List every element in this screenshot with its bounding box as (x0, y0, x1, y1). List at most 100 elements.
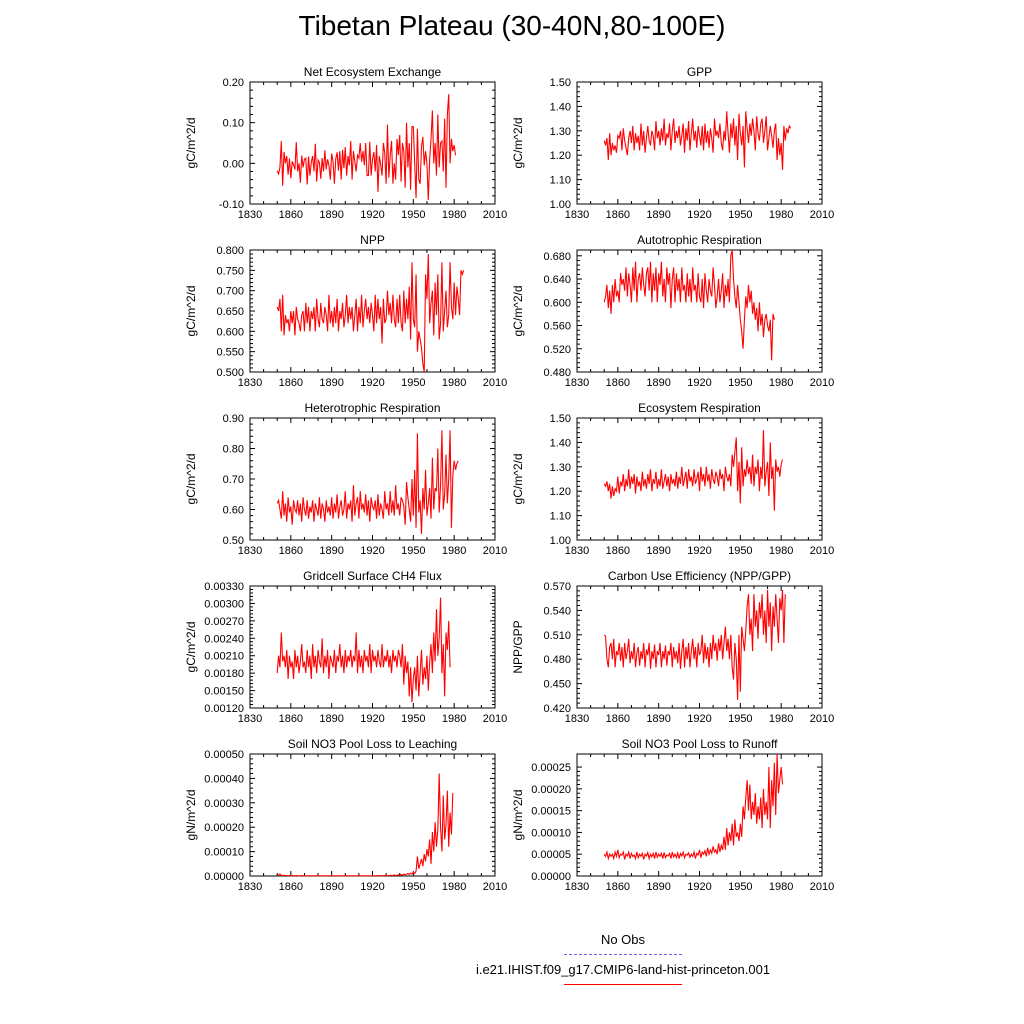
x-tick-label: 1980 (442, 209, 466, 221)
x-tick-label: 1890 (319, 881, 343, 893)
x-tick-label: 1890 (646, 377, 670, 389)
series-line (603, 111, 792, 170)
y-tick-label: 1.10 (550, 511, 571, 523)
y-tick-label: 0.510 (543, 630, 571, 642)
y-tick-label: 0.00210 (204, 651, 244, 663)
y-tick-label: 0.480 (543, 367, 571, 379)
y-tick-label: 0.00005 (531, 849, 571, 861)
x-tick-label: 1980 (769, 377, 793, 389)
x-tick-label: 1890 (319, 545, 343, 557)
y-tick-label: 0.600 (216, 326, 244, 338)
y-tick-label: 0.650 (216, 306, 244, 318)
y-tick-label: 0.00120 (204, 703, 244, 715)
panel-title: Net Ecosystem Exchange (304, 65, 442, 79)
x-tick-label: 1830 (238, 881, 262, 893)
series-line (277, 773, 454, 877)
y-tick-label: 0.520 (543, 344, 571, 356)
legend-label-model-run: i.e21.IHIST.f09_g17.CMIP6-land-hist-prin… (475, 962, 771, 977)
y-tick-label: 0.00270 (204, 616, 244, 628)
x-tick-label: 1950 (401, 713, 425, 725)
x-tick-label: 1950 (728, 545, 752, 557)
y-axis-label: gC/m^2/d (184, 286, 198, 337)
x-tick-label: 1830 (238, 209, 262, 221)
series-line (603, 249, 775, 361)
y-tick-label: 0.20 (223, 77, 244, 89)
panel-title: Gridcell Surface CH4 Flux (303, 569, 442, 583)
x-tick-label: 1860 (606, 377, 630, 389)
x-tick-label: 2010 (810, 377, 834, 389)
y-tick-label: 0.00040 (204, 773, 244, 785)
y-tick-label: 1.30 (550, 462, 571, 474)
x-tick-label: 2010 (810, 713, 834, 725)
x-tick-label: 1830 (565, 377, 589, 389)
y-tick-label: 0.00300 (204, 598, 244, 610)
x-tick-label: 1980 (769, 545, 793, 557)
y-tick-label: 0.480 (543, 654, 571, 666)
y-tick-label: 0.540 (543, 605, 571, 617)
plot-frame (249, 585, 496, 709)
panel-carbon-use-efficiency-npp-gpp: Carbon Use Efficiency (NPP/GPP) NPP/GPP 18… (511, 569, 834, 725)
series-line (276, 94, 457, 200)
legend-label-no-obs: No Obs (600, 932, 646, 947)
x-tick-label: 2010 (810, 545, 834, 557)
y-axis-label: gC/m^2/d (184, 454, 198, 505)
series-line (603, 430, 784, 511)
y-tick-label: 1.00 (550, 535, 571, 547)
legend-line-model-run (564, 984, 682, 985)
y-tick-label: 0.750 (216, 265, 244, 277)
x-tick-label: 1890 (646, 209, 670, 221)
x-tick-label: 1950 (728, 713, 752, 725)
y-tick-label: 0.420 (543, 703, 571, 715)
x-tick-label: 1950 (728, 209, 752, 221)
x-tick-label: 1980 (442, 377, 466, 389)
y-tick-label: 0.700 (216, 286, 244, 298)
y-tick-label: 1.20 (550, 150, 571, 162)
x-tick-label: 1920 (687, 377, 711, 389)
x-tick-label: 1860 (279, 377, 303, 389)
panel-title: Soil NO3 Pool Loss to Runoff (622, 737, 779, 751)
panel-title: Autotrophic Respiration (637, 233, 762, 247)
plot-frame (249, 81, 496, 205)
y-tick-label: 1.30 (550, 126, 571, 138)
y-tick-label: 0.680 (543, 251, 571, 263)
x-tick-label: 1860 (606, 713, 630, 725)
x-tick-label: 1830 (565, 881, 589, 893)
y-tick-label: 0.00020 (531, 784, 571, 796)
x-tick-label: 1920 (360, 545, 384, 557)
y-tick-label: 0.00 (223, 158, 244, 170)
y-tick-label: 1.10 (550, 175, 571, 187)
x-tick-label: 1950 (728, 377, 752, 389)
panel-gridcell-surface-ch4-flux: Gridcell Surface CH4 Flux gC/m^2/d 1830 186… (184, 569, 507, 725)
y-axis-label: gN/m^2/d (511, 790, 525, 841)
x-tick-label: 1830 (238, 713, 262, 725)
y-tick-label: 0.00000 (531, 871, 571, 883)
x-tick-label: 1980 (442, 881, 466, 893)
x-tick-label: 1920 (360, 377, 384, 389)
x-tick-label: 1860 (279, 209, 303, 221)
x-tick-label: 1830 (565, 209, 589, 221)
x-tick-label: 1830 (238, 545, 262, 557)
series-line (603, 590, 786, 700)
series-line (276, 254, 465, 373)
y-tick-label: 0.00025 (531, 762, 571, 774)
x-tick-label: 1860 (606, 881, 630, 893)
x-tick-label: 1980 (769, 713, 793, 725)
x-tick-label: 2010 (483, 713, 507, 725)
x-tick-label: 1980 (769, 209, 793, 221)
panel-npp: NPP gC/m^2/d 1830 1860 1890 1920 1950 1980 2010 0… (184, 233, 507, 389)
plot-frame (576, 249, 823, 373)
y-axis-label: gC/m^2/d (511, 454, 525, 505)
y-tick-label: 0.90 (223, 413, 244, 425)
y-tick-label: 1.40 (550, 101, 571, 113)
plot-frame (576, 417, 823, 541)
panel-title: GPP (687, 65, 712, 79)
x-tick-label: 1860 (279, 713, 303, 725)
x-tick-label: 1920 (360, 713, 384, 725)
x-tick-label: 1830 (238, 377, 262, 389)
y-tick-label: 0.00020 (204, 822, 244, 834)
series-line (276, 430, 459, 534)
panel-title: Soil NO3 Pool Loss to Leaching (288, 737, 457, 751)
x-tick-label: 1860 (606, 209, 630, 221)
series-line (603, 753, 784, 861)
